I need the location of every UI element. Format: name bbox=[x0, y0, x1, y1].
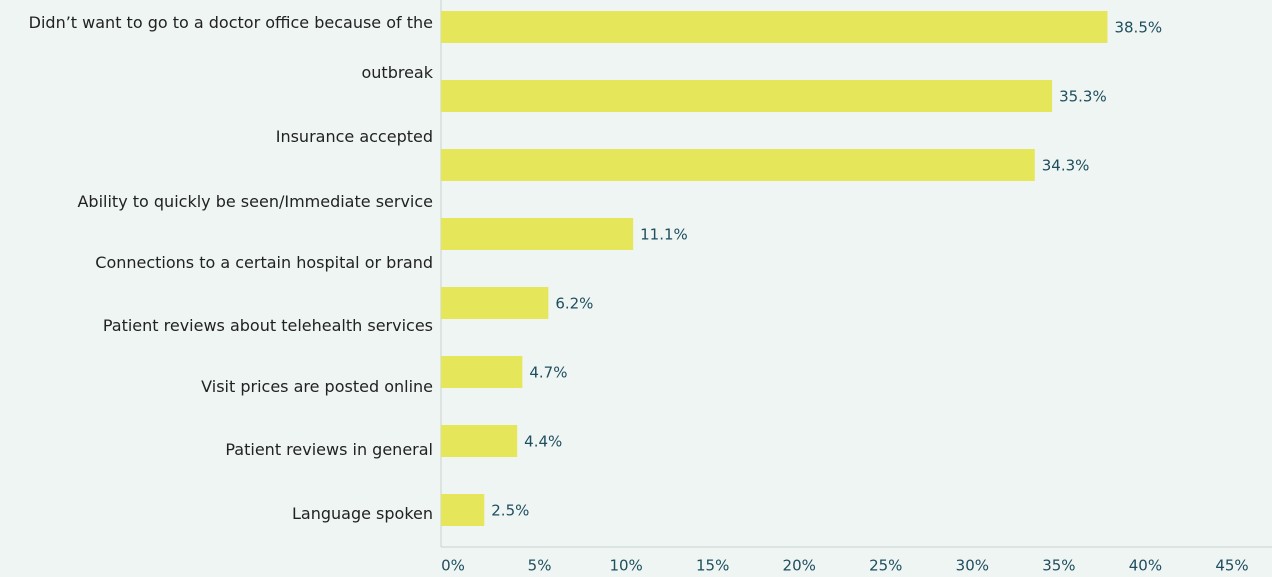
x-tick-label: 30% bbox=[956, 557, 989, 575]
bar bbox=[441, 218, 634, 250]
x-tick-label: 15% bbox=[696, 557, 729, 575]
bar bbox=[441, 80, 1053, 112]
value-label: 6.2% bbox=[555, 295, 593, 313]
x-tick-label: 20% bbox=[783, 557, 816, 575]
x-tick-label: 0% bbox=[441, 557, 465, 575]
value-label: 34.3% bbox=[1042, 157, 1090, 175]
category-label: Connections to a certain hospital or bra… bbox=[95, 253, 433, 272]
value-label: 11.1% bbox=[640, 226, 688, 244]
value-label: 2.5% bbox=[491, 502, 529, 520]
category-label: Ability to quickly be seen/Immediate ser… bbox=[77, 192, 433, 211]
category-label: Insurance accepted bbox=[275, 127, 433, 146]
bar bbox=[441, 356, 523, 388]
value-label: 35.3% bbox=[1059, 88, 1107, 106]
category-label: Patient reviews about telehealth service… bbox=[102, 316, 433, 335]
x-tick-label: 35% bbox=[1042, 557, 1075, 575]
x-tick-label: 5% bbox=[528, 557, 552, 575]
value-label: 38.5% bbox=[1114, 19, 1162, 37]
bar bbox=[441, 425, 518, 457]
bar bbox=[441, 494, 485, 526]
category-label: Language spoken bbox=[291, 504, 433, 523]
x-tick-label: 45% bbox=[1215, 557, 1248, 575]
category-label: Visit prices are posted online bbox=[201, 377, 433, 396]
category-label: Didn’t want to go to a doctor office bec… bbox=[28, 13, 433, 82]
bar bbox=[441, 11, 1108, 43]
x-tick-label: 10% bbox=[609, 557, 642, 575]
bar bbox=[441, 287, 549, 319]
category-label: Patient reviews in general bbox=[225, 440, 433, 459]
value-label: 4.4% bbox=[524, 433, 562, 451]
bar bbox=[441, 149, 1035, 181]
x-tick-label: 25% bbox=[869, 557, 902, 575]
x-tick-label: 40% bbox=[1129, 557, 1162, 575]
value-label: 4.7% bbox=[529, 364, 567, 382]
